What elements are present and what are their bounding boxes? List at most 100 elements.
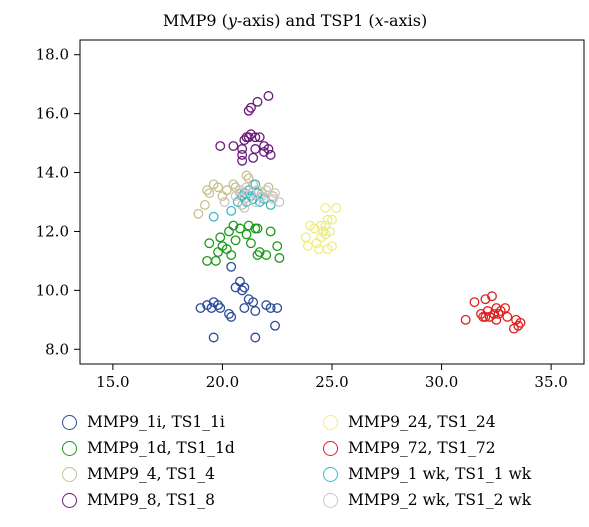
data-point [239, 282, 250, 293]
data-point [239, 303, 250, 313]
data-point [263, 182, 274, 193]
legend-marker-icon [323, 492, 338, 508]
data-point [202, 185, 213, 196]
data-point [243, 132, 254, 143]
data-point [320, 202, 331, 213]
data-point [208, 211, 219, 222]
data-point [241, 170, 252, 181]
data-point [480, 294, 491, 305]
y-tick-label: 16.0 [36, 105, 69, 123]
x-tick-label: 15.0 [96, 373, 129, 391]
data-point [245, 238, 256, 249]
data-point [219, 197, 230, 207]
data-point [248, 152, 259, 163]
y-tick-label: 10.0 [36, 281, 69, 299]
data-point [302, 241, 313, 252]
y-tick-label: 8.0 [45, 340, 69, 358]
x-tick-label: 30.0 [425, 373, 458, 391]
series-group [195, 261, 283, 343]
data-point [322, 214, 333, 225]
data-points [193, 91, 526, 343]
legend-label: MMP9_1 wk, TS1_1 wk [348, 465, 532, 483]
data-point [254, 247, 265, 258]
legend-item: MMP9_1 wk, TS1_1 wk [323, 462, 531, 486]
data-point [265, 199, 276, 210]
data-point [309, 223, 320, 234]
data-point [226, 250, 237, 260]
legend-item: MMP9_72, TS1_72 [323, 436, 496, 460]
data-point [272, 241, 283, 252]
data-point [480, 311, 491, 322]
data-point [274, 197, 285, 207]
data-point [327, 214, 337, 225]
series-group [219, 182, 285, 213]
data-point [250, 332, 261, 343]
data-point [215, 141, 226, 151]
data-point [241, 229, 252, 240]
y-tick-label: 14.0 [36, 164, 69, 182]
legend-marker-icon [62, 414, 77, 430]
legend-item: MMP9_1d, TS1_1d [62, 436, 235, 460]
data-point [313, 244, 324, 255]
legend-label: MMP9_72, TS1_72 [348, 439, 496, 457]
data-point [261, 185, 272, 196]
data-point [261, 250, 272, 260]
data-point [228, 141, 239, 151]
data-point [213, 182, 224, 193]
data-point [272, 303, 283, 313]
data-point [245, 102, 256, 113]
legend: MMP9_1i, TS1_1i MMP9_1d, TS1_1d MMP9_4, TS… [0, 410, 589, 527]
series-group [460, 291, 526, 334]
data-point [487, 291, 497, 302]
data-point [265, 226, 276, 237]
legend-marker-icon [62, 466, 77, 482]
data-point [252, 96, 263, 107]
data-point [226, 205, 237, 216]
plot-frame [79, 39, 585, 365]
data-point [324, 226, 335, 237]
data-point [267, 194, 278, 205]
legend-item: MMP9_2 wk, TS1_2 wk [323, 488, 531, 512]
data-point [513, 320, 524, 331]
legend-label: MMP9_4, TS1_4 [87, 465, 215, 483]
legend-marker-icon [323, 440, 338, 456]
data-point [491, 314, 502, 325]
data-point [250, 179, 261, 190]
data-point [265, 303, 276, 313]
data-point [215, 232, 226, 243]
data-point [318, 226, 329, 237]
data-point [270, 320, 280, 331]
legend-label: MMP9_8, TS1_8 [87, 491, 215, 509]
data-point [250, 132, 261, 143]
data-point [243, 105, 254, 116]
data-point [195, 303, 206, 313]
data-point [215, 303, 226, 313]
data-point [250, 306, 261, 316]
data-point [250, 197, 261, 207]
data-point [263, 144, 274, 154]
data-point [322, 244, 333, 255]
y-tick-label: 18.0 [36, 46, 69, 64]
data-point [469, 297, 480, 308]
data-point [228, 179, 239, 190]
data-point [199, 199, 210, 210]
data-point [265, 149, 276, 160]
data-point [213, 247, 224, 258]
data-point [204, 188, 215, 199]
data-point [331, 202, 342, 213]
data-point [250, 144, 261, 154]
legend-label: MMP9_1i, TS1_1i [87, 413, 225, 431]
data-point [224, 308, 234, 319]
data-point [237, 285, 248, 296]
legend-label: MMP9_2 wk, TS1_2 wk [348, 491, 532, 509]
y-tick-label: 12.0 [36, 222, 69, 240]
data-point [237, 155, 248, 166]
x-axis: 15.0 20.0 25.0 30.0 35.0 [96, 364, 568, 391]
data-point [243, 220, 254, 231]
data-point [491, 303, 502, 313]
data-point [239, 202, 250, 213]
data-point [226, 261, 237, 272]
data-point [502, 311, 513, 322]
legend-marker-icon [62, 440, 77, 456]
data-point [210, 255, 221, 266]
